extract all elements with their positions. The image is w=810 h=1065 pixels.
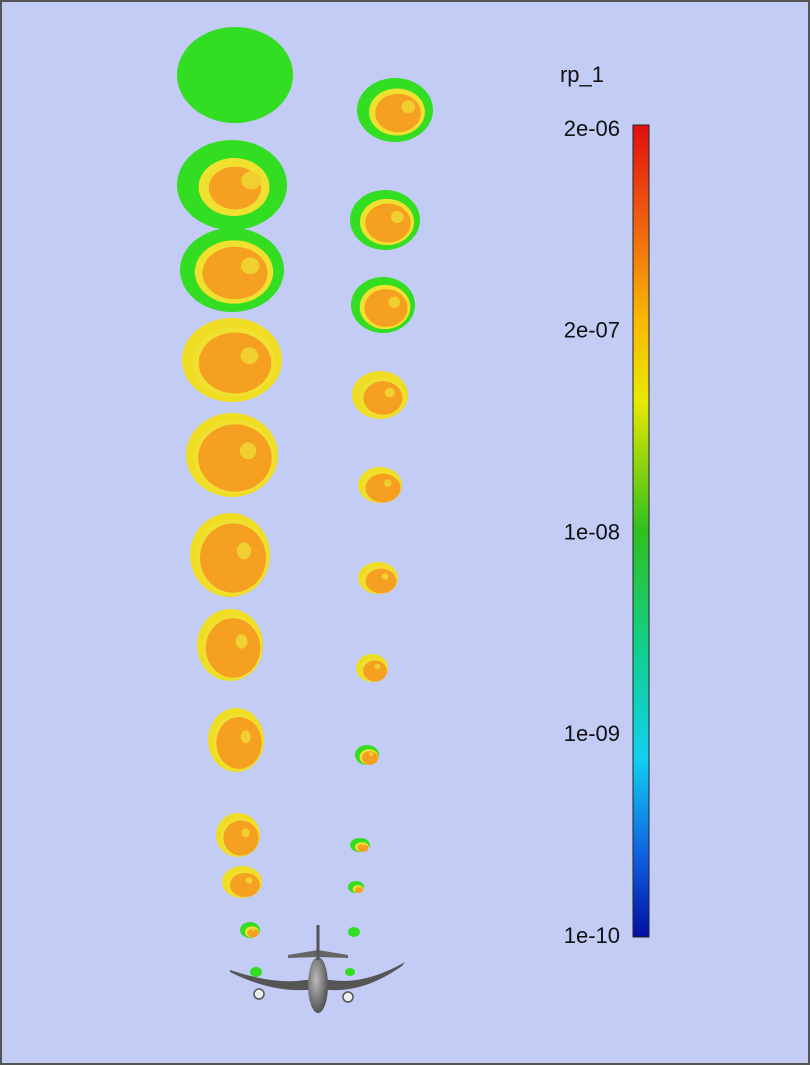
- colorbar-title: rp_1: [560, 62, 604, 87]
- slice-core: [230, 873, 260, 897]
- slice-core: [375, 93, 421, 133]
- colorbar-tick-label: 2e-06: [564, 116, 620, 141]
- slice-hole: [251, 927, 256, 931]
- slice-core: [198, 332, 272, 394]
- slice-hole: [388, 296, 400, 308]
- slice-core: [247, 928, 259, 938]
- slice-core: [202, 246, 268, 300]
- slice-outer: [250, 967, 262, 977]
- slice-core: [365, 568, 397, 594]
- slice-hole: [369, 752, 374, 756]
- slice-outer: [177, 27, 293, 123]
- slice-hole: [240, 257, 260, 275]
- vortex-slices: [177, 27, 433, 977]
- colorbar-ticks: 2e-06 2e-07 1e-08 1e-09 1e-10: [564, 116, 620, 948]
- slice-core: [216, 717, 262, 769]
- slice-outer: [345, 968, 355, 976]
- slice-core: [200, 523, 266, 593]
- slice-core: [355, 887, 363, 893]
- slice-hole: [374, 663, 381, 670]
- slice-core: [363, 660, 387, 682]
- colorbar-tick-label: 2e-07: [564, 318, 620, 343]
- slice-hole: [239, 442, 257, 460]
- slice-hole: [357, 885, 361, 888]
- slice-core: [357, 844, 369, 852]
- slice-core: [223, 820, 259, 856]
- slice-core: [198, 424, 272, 492]
- slice-hole: [245, 877, 253, 884]
- colorbar-tick-label: 1e-10: [564, 923, 620, 948]
- slice-hole: [381, 573, 389, 580]
- slice-hole: [241, 171, 262, 190]
- slice-hole: [235, 634, 248, 649]
- slice-hole: [236, 542, 252, 560]
- colorbar: [632, 124, 650, 938]
- slice-hole: [241, 828, 250, 838]
- slice-outer: [348, 927, 360, 937]
- slice-hole: [240, 347, 259, 365]
- slice-core: [361, 751, 379, 765]
- slice-hole: [384, 387, 395, 398]
- slice-core: [363, 381, 403, 415]
- airplane: [230, 925, 405, 1013]
- slice-hole: [361, 842, 366, 846]
- colorbar-tick-label: 1e-08: [564, 519, 620, 544]
- slice-hole: [390, 211, 404, 223]
- slice-core: [365, 203, 411, 243]
- slice-core: [364, 289, 408, 327]
- slice-core: [205, 618, 261, 678]
- slice-hole: [240, 730, 251, 744]
- slice-core: [365, 473, 401, 503]
- slice-hole: [401, 100, 416, 114]
- slice-hole: [383, 479, 392, 487]
- colorbar-tick-label: 1e-09: [564, 721, 620, 746]
